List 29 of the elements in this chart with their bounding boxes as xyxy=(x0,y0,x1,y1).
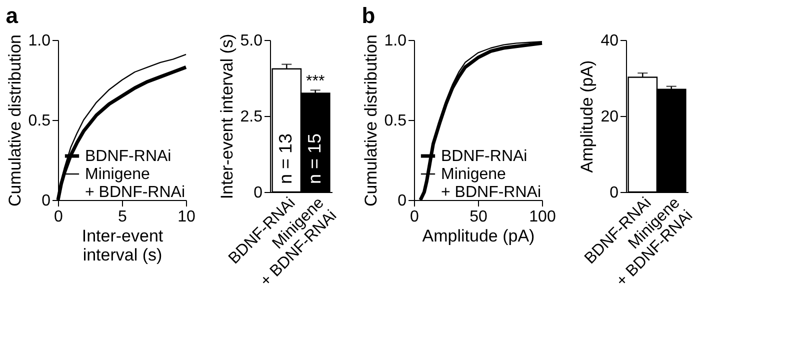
y-tick-label: 1.0 xyxy=(28,32,51,50)
legend-label: Minigene + BDNF-RNAi xyxy=(85,166,186,201)
x-tick-label: 50 xyxy=(470,208,488,226)
y-tick-label: 0.5 xyxy=(28,112,51,130)
y-tick-label: 20 xyxy=(600,108,619,126)
y-axis-title: Cumulative distribution xyxy=(5,34,24,206)
x-tick-label: 10 xyxy=(178,208,196,226)
y-tick-label: 5.0 xyxy=(240,32,263,50)
chart-title: a xyxy=(6,3,19,28)
x-tick-label: 0 xyxy=(410,208,420,226)
y-tick-label: 0.5 xyxy=(384,112,407,130)
y-tick-label: 40 xyxy=(600,32,619,50)
x-axis-title: Amplitude (pA) xyxy=(422,226,535,246)
chart-title: b xyxy=(362,3,376,28)
legend-label: BDNF-RNAi xyxy=(85,148,172,165)
annotation: *** xyxy=(306,72,325,90)
annotation: n = 13 xyxy=(276,133,296,184)
y-axis-title: Inter-event interval (s) xyxy=(217,34,236,200)
annotation: n = 15 xyxy=(304,133,324,184)
x-tick-label: 5 xyxy=(118,208,128,226)
legend-label: BDNF-RNAi xyxy=(441,148,528,165)
y-tick-label: 1.0 xyxy=(384,32,407,50)
y-axis-title: Cumulative distribution xyxy=(361,34,380,206)
y-axis-title: Amplitude (pA) xyxy=(578,60,597,173)
y-tick-label: 2.5 xyxy=(240,108,263,126)
x-tick-label: 100 xyxy=(529,208,556,226)
x-axis-title: Inter-event interval (s) xyxy=(82,226,164,264)
legend-label: Minigene + BDNF-RNAi xyxy=(441,166,542,201)
x-tick-label: 0 xyxy=(54,208,64,226)
